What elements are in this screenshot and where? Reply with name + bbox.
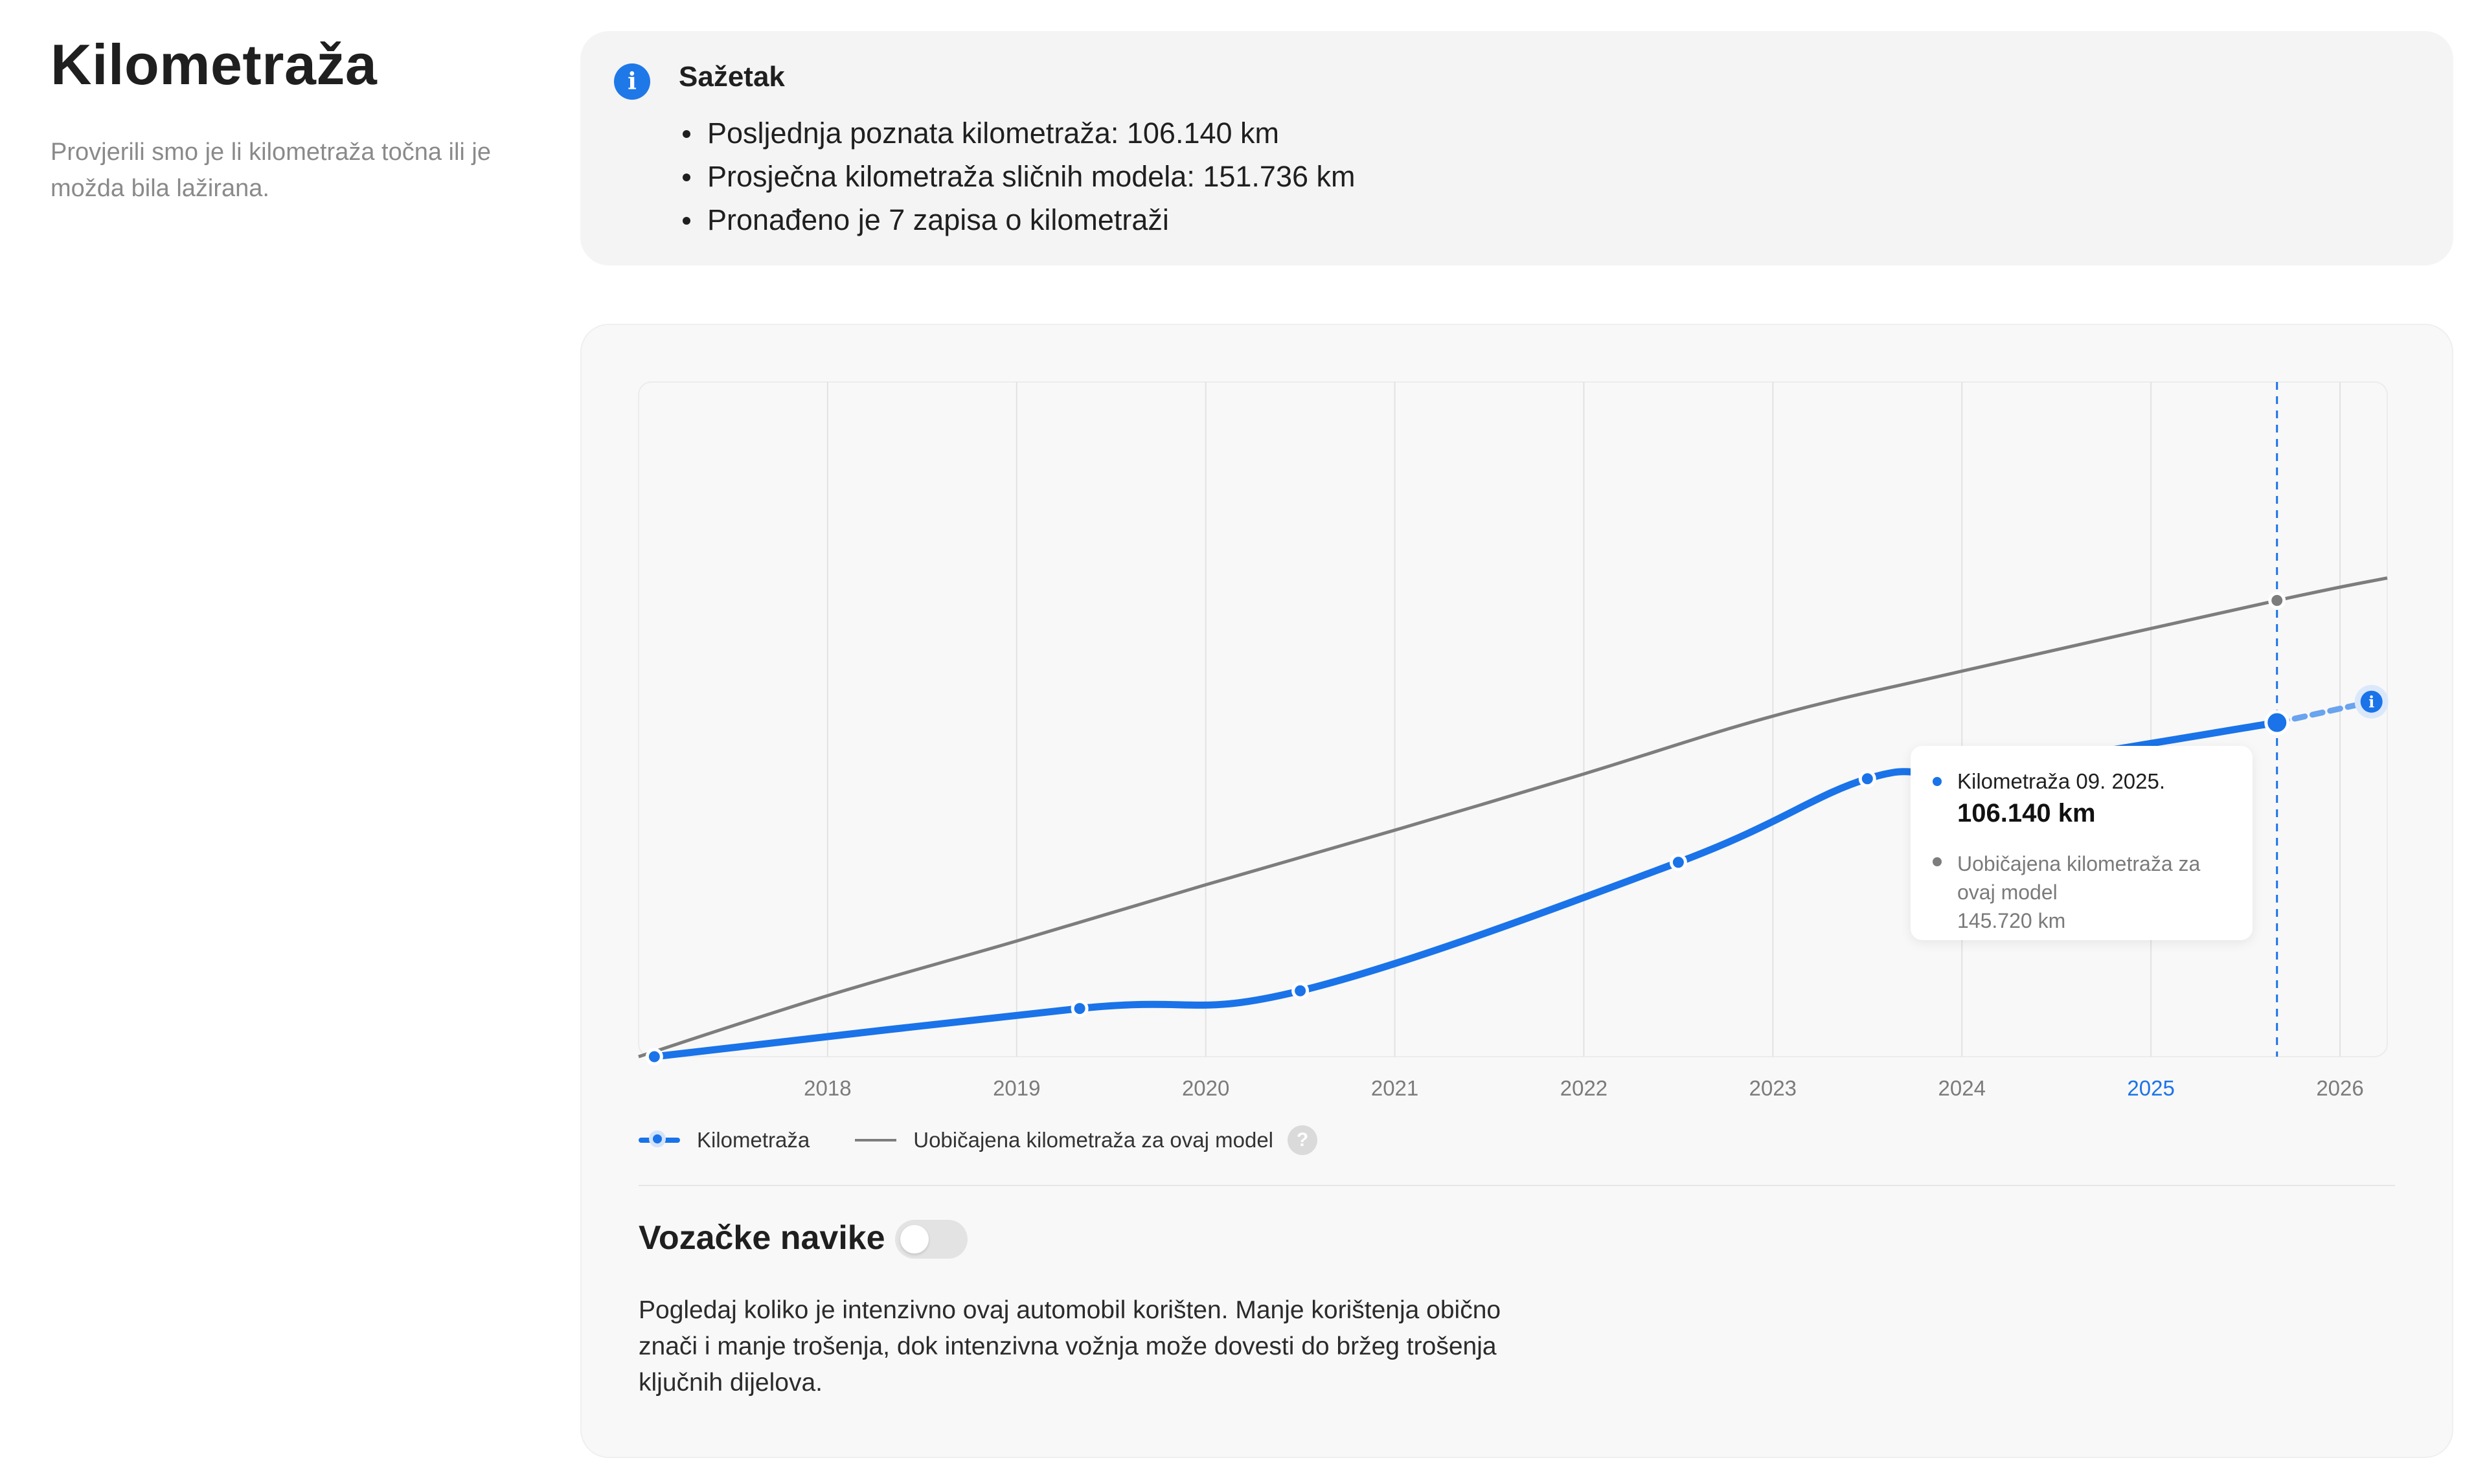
divider [639,1185,2395,1186]
tooltip-typical-label: Uobičajena kilometraža za ovaj model [1957,852,2201,904]
x-tick-2019: 2019 [993,1076,1040,1100]
legend-label-mileage: Kilometraža [697,1128,810,1152]
tooltip-typical-block: Uobičajena kilometraža za ovaj model 145… [1957,849,2236,935]
tooltip-blue-dot [1933,777,1942,786]
x-tick-2023: 2023 [1749,1076,1797,1100]
mileage-point-3 [1291,982,1310,1000]
info-icon: i [614,63,650,100]
summary-item-average-mileage: Prosječna kilometraža sličnih modela: 15… [679,155,1355,198]
typical-cursor-point [2268,591,2286,609]
typical-mileage-line [638,576,2388,1059]
x-tick-2025: 2025 [2127,1076,2174,1100]
summary-list: Posljednja poznata kilometraža: 106.140 … [679,111,1355,242]
tooltip-typical-value: 145.720 km [1957,909,2066,932]
x-tick-2022: 2022 [1560,1076,1607,1100]
mileage-point-5 [1858,770,1876,788]
chart-tooltip: Kilometraža 09. 2025. 106.140 km Uobičaj… [1911,746,2253,940]
help-icon[interactable]: ? [1288,1125,1318,1155]
legend-gray-line-icon [855,1139,897,1141]
tooltip-mileage-value: 106.140 km [1957,799,2096,827]
tooltip-mileage-label: Kilometraža 09. 2025. [1957,769,2166,793]
driving-habits-description: Pogledaj koliko je intenzivno ovaj autom… [639,1296,1501,1397]
page-subtitle: Provjerili smo je li kilometraža točna i… [51,138,491,202]
mileage-chart-card: 2018 2019 2020 2021 2022 2023 2024 2025 2026 i Ki… [580,324,2453,1458]
header-section: Kilometraža Provjerili smo je li kilomet… [51,32,530,207]
mileage-point-2 [1071,1000,1089,1018]
summary-item-record-count: Pronađeno je 7 zapisa o kilometraži [679,198,1355,242]
legend-blue-line-icon [639,1138,680,1143]
mileage-point-1 [645,1048,663,1066]
summary-item-last-mileage: Posljednja poznata kilometraža: 106.140 … [679,111,1355,155]
plot-area [638,381,2388,1057]
driving-habits-title: Vozačke navike [639,1219,885,1257]
page-title: Kilometraža [51,32,378,96]
x-tick-2026: 2026 [2316,1076,2363,1100]
toggle-knob [900,1225,929,1254]
tooltip-gray-dot [1933,857,1942,866]
summary-title: Sažetak [679,61,785,93]
chart-legend: Kilometraža Uobičajena kilometraža za ov… [639,1125,1318,1155]
mileage-point-7 [2264,710,2290,736]
mileage-chart[interactable]: 2018 2019 2020 2021 2022 2023 2024 2025 2026 i [582,325,2452,1115]
x-tick-2020: 2020 [1182,1076,1229,1100]
x-tick-2021: 2021 [1371,1076,1418,1100]
projected-info-icon [2360,690,2383,713]
driving-habits-toggle[interactable] [895,1220,968,1259]
legend-item-mileage[interactable]: Kilometraža [639,1128,810,1152]
projected-info-glyph: i [2368,693,2374,712]
legend-label-typical: Uobičajena kilometraža za ovaj model [913,1128,1274,1152]
legend-item-typical[interactable]: Uobičajena kilometraža za ovaj model ? [855,1125,1318,1155]
mileage-point-4 [1669,853,1687,871]
x-tick-2024: 2024 [1938,1076,1986,1100]
x-tick-2018: 2018 [804,1076,851,1100]
summary-box: i Sažetak Posljednja poznata kilometraža… [580,31,2453,265]
